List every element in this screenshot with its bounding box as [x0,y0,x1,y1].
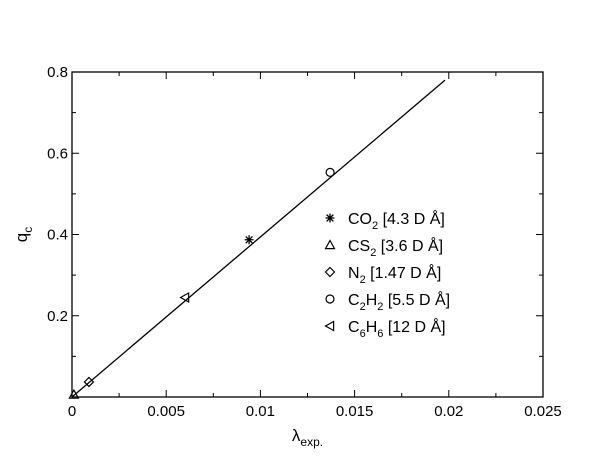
legend-label: CO2 [4.3 D Å] [348,209,445,232]
legend-label: C6H6 [12 D Å] [348,317,446,340]
legend-marker-triangle-up [324,239,336,250]
y-axis-label-main: q [12,233,31,242]
data-point-triangle-left [179,291,190,303]
legend-marker-asterisk [325,213,335,223]
x-tick-label: 0.01 [246,403,275,420]
y-axis-label-sub: c [21,227,35,233]
legend: CO2 [4.3 D Å] CS2 [3.6 D Å] N2 [1.47 D Å] C… [324,209,450,340]
x-axis-label-sub: exp. [300,435,323,449]
x-tick-label: 0 [68,403,76,420]
legend-label: CS2 [3.6 D Å] [348,236,443,259]
x-tick-label: 0.015 [336,403,374,420]
legend-label: N2 [1.47 D Å] [348,263,441,286]
legend-label: C2H2 [5.5 D Å] [348,290,450,313]
data-point-diamond [83,376,95,388]
x-tick-label: 0.005 [147,403,185,420]
data-points [68,167,335,399]
y-tick-label: 0.8 [47,64,68,81]
legend-marker-diamond [324,266,336,278]
y-axis-label: qc [12,227,35,242]
x-tick-label: 0.025 [524,403,562,420]
x-axis-label-main: λ [292,426,301,445]
x-axis-label: λexp. [292,426,323,449]
y-tick-label: 0.2 [47,308,68,325]
axis-ticks: 0 0.005 0.01 0.015 0.02 0.025 0.2 0.4 0.6 0.8 [47,64,562,420]
legend-marker-triangle-left [324,320,335,332]
data-point-asterisk [244,235,254,245]
fit-line-layer [71,79,446,398]
y-tick-label: 0.6 [47,145,68,162]
data-point-circle [325,167,335,177]
fit-line [71,79,446,398]
x-tick-label: 0.02 [434,403,463,420]
plot-frame [71,71,544,398]
legend-marker-circle [325,294,335,304]
y-tick-label: 0.4 [47,227,68,244]
